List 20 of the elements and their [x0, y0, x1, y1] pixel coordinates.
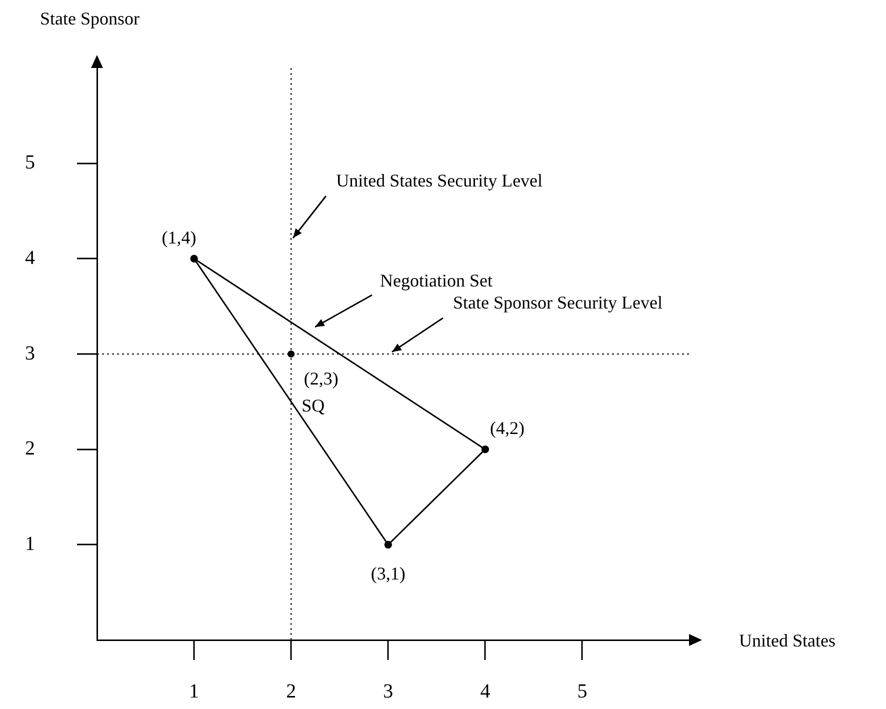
y-axis-title: State Sponsor: [40, 8, 140, 29]
annotation: (2,3): [304, 368, 338, 389]
annotation: Negotiation Set: [380, 270, 492, 291]
annotation: (4,2): [490, 418, 524, 438]
y-tick-label: 4: [25, 246, 35, 269]
annotation: (3,1): [370, 563, 406, 584]
annotation: (1,4): [162, 227, 196, 248]
x-tick-label: 3: [383, 680, 394, 702]
ref-line-label: United States Security Level: [336, 170, 543, 190]
ref-line-label: State Sponsor Security Level: [453, 292, 663, 313]
x-axis-title: United States: [739, 630, 836, 651]
y-tick-label: 3: [25, 342, 35, 364]
x-tick-label: 2: [286, 680, 296, 702]
y-tick-label: 5: [25, 152, 35, 174]
y-tick-label: 1: [25, 532, 35, 555]
x-tick-label: 1: [189, 680, 200, 702]
x-tick-label: 4: [480, 680, 490, 702]
annotation: SQ: [302, 396, 325, 416]
y-tick-label: 2: [25, 438, 35, 460]
x-tick-label: 5: [577, 680, 588, 702]
